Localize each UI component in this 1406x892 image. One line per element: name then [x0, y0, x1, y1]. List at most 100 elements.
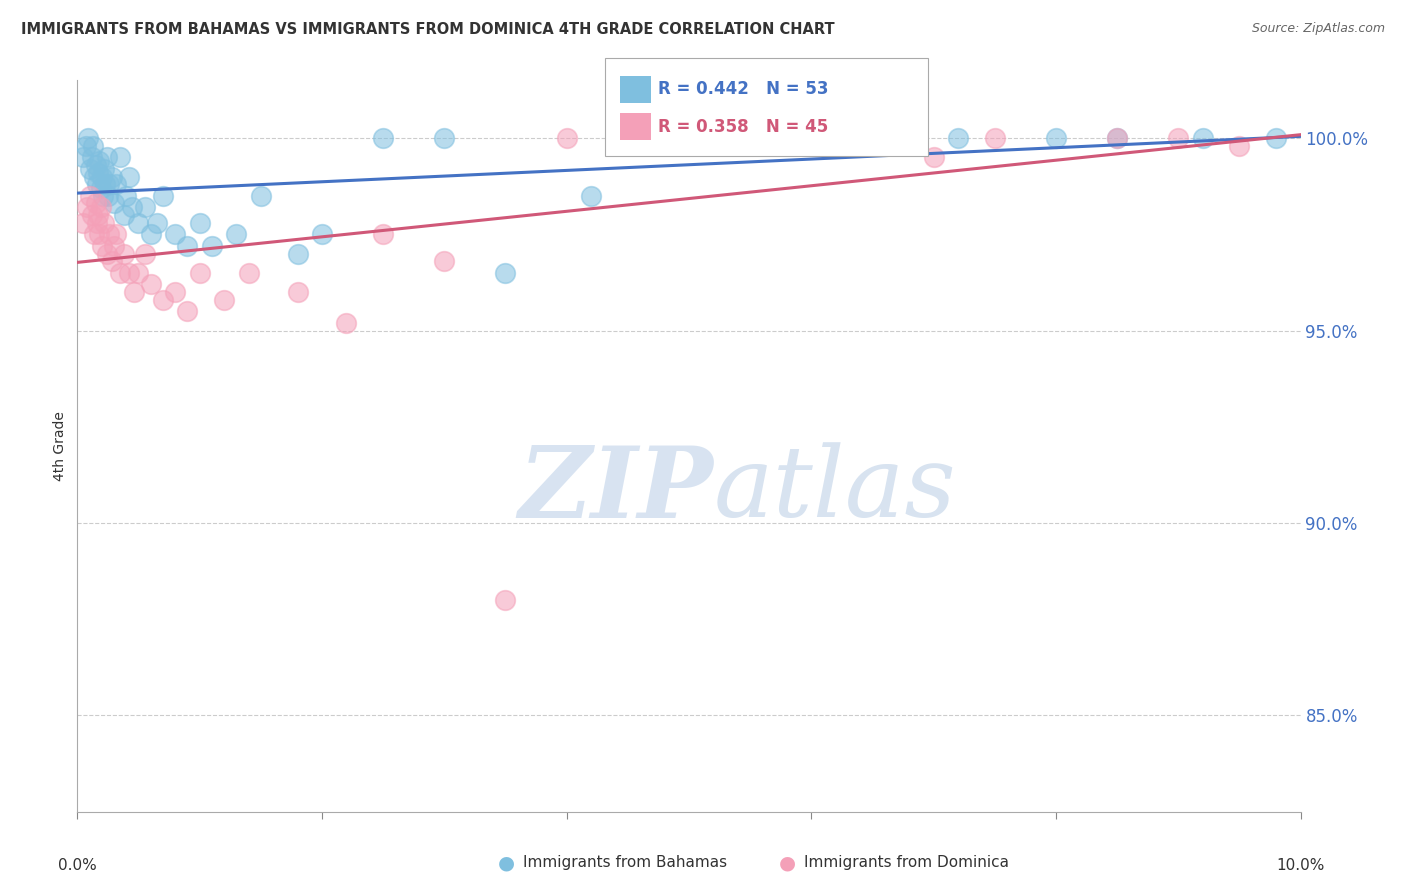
Point	[90, 239, 112, 253]
Point	[800, 131, 823, 145]
Point	[98, 227, 121, 242]
Point	[617, 131, 640, 145]
Point	[678, 131, 700, 145]
Point	[112, 246, 135, 260]
Point	[922, 150, 945, 164]
Point	[495, 593, 517, 607]
Point	[335, 316, 357, 330]
Point	[77, 131, 100, 145]
Point	[176, 239, 198, 253]
Point	[100, 254, 122, 268]
Point	[103, 239, 125, 253]
Point	[86, 216, 108, 230]
Point	[495, 266, 517, 280]
Point	[72, 216, 94, 230]
Point	[80, 208, 103, 222]
Point	[1107, 131, 1129, 145]
Text: 0.0%: 0.0%	[58, 858, 97, 873]
Text: IMMIGRANTS FROM BAHAMAS VS IMMIGRANTS FROM DOMINICA 4TH GRADE CORRELATION CHART: IMMIGRANTS FROM BAHAMAS VS IMMIGRANTS FR…	[21, 22, 835, 37]
Point	[134, 200, 156, 214]
Point	[86, 178, 108, 192]
Text: Source: ZipAtlas.com: Source: ZipAtlas.com	[1251, 22, 1385, 36]
Point	[176, 304, 198, 318]
Point	[118, 266, 141, 280]
Point	[90, 169, 112, 184]
Point	[287, 246, 309, 260]
Point	[740, 131, 762, 145]
Point	[165, 227, 187, 242]
Text: R = 0.358   N = 45: R = 0.358 N = 45	[658, 118, 828, 136]
Point	[371, 131, 394, 145]
Point	[165, 285, 187, 299]
Point	[105, 178, 128, 192]
Point	[93, 161, 115, 176]
Text: 10.0%: 10.0%	[1277, 858, 1324, 873]
Point	[82, 138, 104, 153]
Point	[89, 227, 111, 242]
Point	[87, 208, 110, 222]
Point	[1045, 131, 1067, 145]
Point	[238, 266, 260, 280]
Point	[1265, 131, 1288, 145]
Point	[371, 227, 394, 242]
Point	[555, 131, 578, 145]
Point	[108, 150, 131, 164]
Point	[1167, 131, 1189, 145]
Point	[93, 216, 115, 230]
Point	[188, 216, 211, 230]
Point	[225, 227, 247, 242]
Point	[72, 150, 94, 164]
Point	[84, 196, 107, 211]
Point	[84, 158, 107, 172]
Point	[90, 200, 112, 214]
Point	[83, 169, 105, 184]
Point	[94, 178, 117, 192]
Point	[984, 131, 1007, 145]
Point	[112, 208, 135, 222]
Point	[89, 154, 111, 169]
Point	[108, 266, 131, 280]
Point	[97, 188, 120, 202]
Point	[105, 227, 128, 242]
Point	[76, 200, 98, 214]
Point	[128, 266, 150, 280]
Point	[188, 266, 211, 280]
Point	[946, 131, 969, 145]
Point	[122, 285, 145, 299]
Point	[118, 169, 141, 184]
Point	[579, 188, 602, 202]
Point	[83, 227, 105, 242]
Point	[146, 216, 169, 230]
Text: ●: ●	[779, 853, 796, 872]
Text: ZIP: ZIP	[519, 442, 713, 538]
Point	[152, 188, 174, 202]
Point	[79, 188, 101, 202]
Point	[1107, 131, 1129, 145]
Point	[87, 166, 110, 180]
Point	[1191, 131, 1213, 145]
Point	[79, 161, 101, 176]
Text: R = 0.442   N = 53: R = 0.442 N = 53	[658, 80, 828, 98]
Point	[433, 131, 456, 145]
Point	[862, 131, 884, 145]
Point	[103, 196, 125, 211]
Text: Immigrants from Bahamas: Immigrants from Bahamas	[523, 855, 727, 870]
Point	[433, 254, 456, 268]
Point	[139, 227, 162, 242]
Text: Immigrants from Dominica: Immigrants from Dominica	[804, 855, 1010, 870]
Point	[1229, 138, 1251, 153]
Y-axis label: 4th Grade: 4th Grade	[53, 411, 67, 481]
Point	[80, 150, 103, 164]
Point	[776, 131, 799, 145]
Point	[898, 131, 921, 145]
Text: atlas: atlas	[713, 442, 956, 538]
Text: ●: ●	[498, 853, 515, 872]
Point	[96, 246, 118, 260]
Point	[311, 227, 333, 242]
Point	[201, 239, 224, 253]
Point	[115, 188, 138, 202]
Point	[90, 181, 112, 195]
Point	[75, 138, 97, 153]
Point	[212, 293, 235, 307]
Point	[96, 150, 118, 164]
